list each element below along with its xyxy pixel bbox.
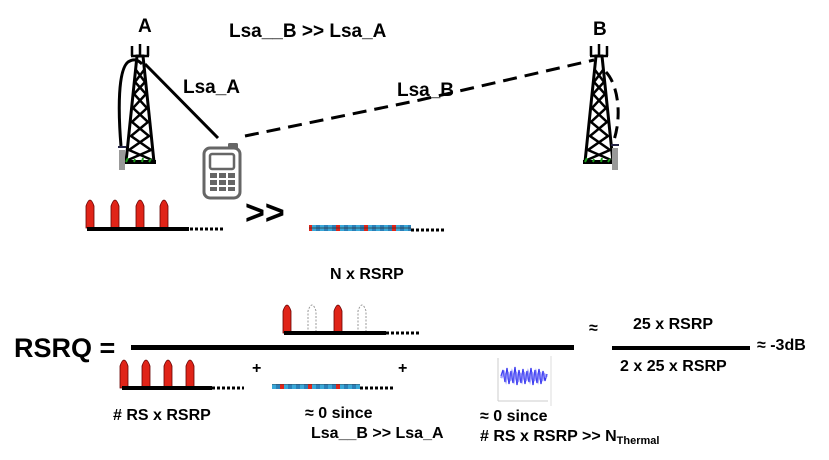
tower-a-cabinet-icon [119,150,125,170]
term3-caption-line2: # RS x RSRP >> NThermal [480,428,660,447]
numerator-label: N x RSRP [330,266,404,283]
rsrq-lhs: RSRQ = [14,333,116,363]
much-greater-symbol: >> [245,194,285,232]
tower-a-label: A [138,16,152,37]
path-a-label: Lsa_A [183,77,241,98]
interference-block-train-weak [309,225,445,232]
feeder-cable-a [117,58,144,147]
thermal-noise-plot [497,356,552,406]
approx-sign: ≈ [589,320,598,337]
denominator-term2-block-train [272,384,393,390]
link-b-dashed [244,58,595,138]
simplified-numerator: 25 x RSRP [633,316,714,333]
denominator-term1-pulse-train [119,359,244,390]
term2-caption-line1: ≈ 0 since [305,405,373,422]
path-loss-relation-label: Lsa__B >> Lsa_A [229,21,387,42]
numerator-pulse-train [282,304,420,335]
simplified-fraction-bar [612,346,750,350]
result-value: ≈ -3dB [757,337,806,354]
link-a-solid [143,62,220,140]
simplified-denominator: 2 x 25 x RSRP [620,358,727,375]
tower-b-cabinet-icon [612,148,618,170]
plus-sign-2: + [398,360,408,377]
tower-b-icon [581,42,617,166]
term3-caption-line1: ≈ 0 since [480,408,548,425]
feeder-cable-b [604,70,620,141]
plus-sign-1: + [252,360,262,377]
rs-pulse-train-strong [85,199,225,231]
term1-caption: # RS x RSRP [113,407,211,424]
main-fraction-bar [131,345,574,350]
thermal-subscript: Thermal [616,435,660,447]
mobile-phone-icon [202,143,242,200]
tower-b-label: B [593,19,607,40]
path-b-label: Lsa_B [397,80,455,101]
term2-caption-line2: Lsa__B >> Lsa_A [311,425,444,442]
